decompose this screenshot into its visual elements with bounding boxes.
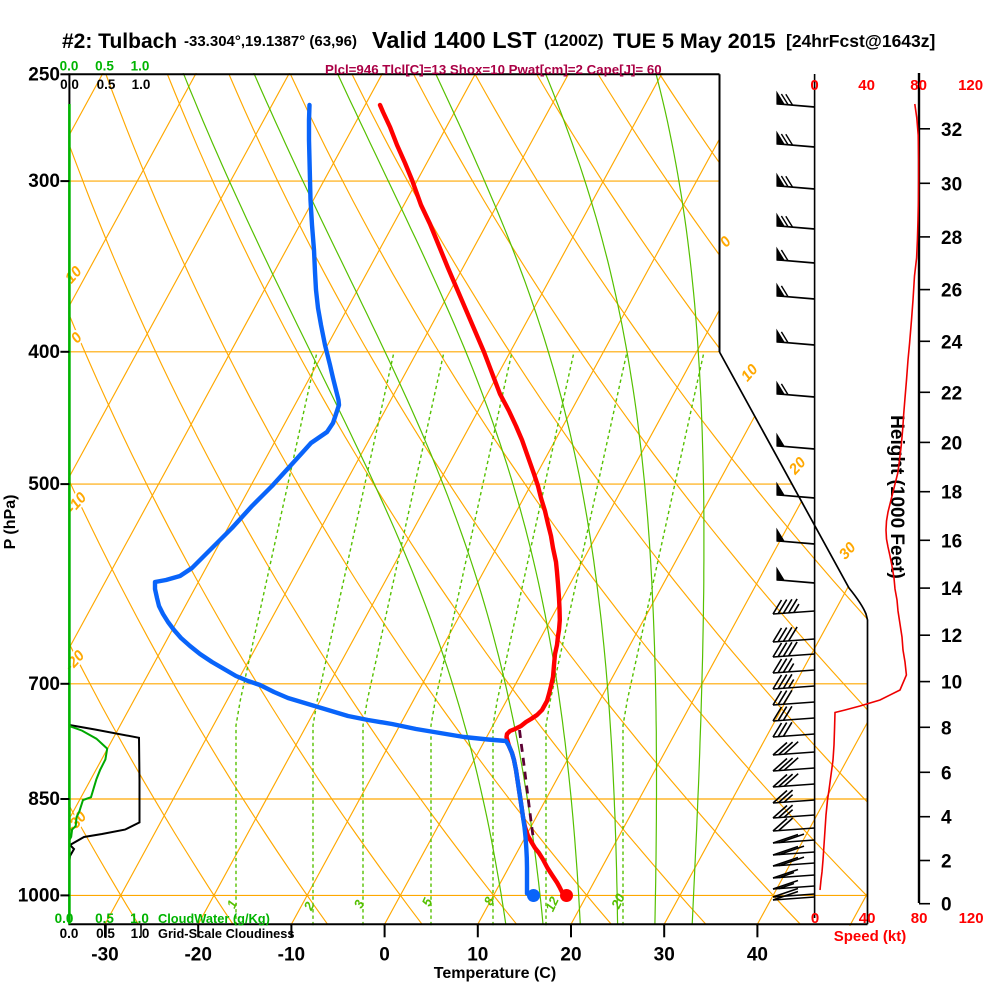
svg-text:80: 80: [911, 910, 928, 927]
svg-text:0.0: 0.0: [60, 59, 79, 74]
svg-text:Grid-Scale Cloudiness: Grid-Scale Cloudiness: [158, 926, 295, 941]
svg-text:0.5: 0.5: [95, 911, 114, 926]
svg-text:20: 20: [941, 433, 962, 454]
svg-text:40: 40: [858, 77, 875, 94]
svg-text:1.0: 1.0: [131, 926, 150, 941]
svg-text:P (hPa): P (hPa): [2, 495, 19, 550]
svg-text:-20: -20: [184, 945, 211, 966]
svg-text:8: 8: [941, 718, 952, 739]
svg-text:26: 26: [941, 281, 962, 302]
svg-text:14: 14: [941, 579, 963, 600]
svg-text:Speed (kt): Speed (kt): [834, 928, 907, 945]
svg-text:(1200Z): (1200Z): [544, 31, 604, 50]
svg-text:0: 0: [941, 895, 952, 916]
svg-text:0: 0: [810, 77, 818, 94]
svg-text:-10: -10: [278, 945, 305, 966]
svg-text:24: 24: [941, 332, 963, 353]
svg-text:40: 40: [859, 910, 876, 927]
svg-text:250: 250: [28, 64, 60, 85]
svg-text:0.0: 0.0: [60, 77, 79, 92]
svg-text:10: 10: [467, 945, 488, 966]
svg-text:0: 0: [379, 945, 390, 966]
svg-text:22: 22: [941, 383, 962, 404]
svg-text:0.5: 0.5: [97, 77, 116, 92]
svg-text:0.0: 0.0: [60, 926, 79, 941]
svg-text:[24hrFcst@1643z]: [24hrFcst@1643z]: [786, 31, 935, 51]
svg-text:28: 28: [941, 228, 962, 249]
svg-text:10: 10: [941, 673, 962, 694]
svg-text:18: 18: [941, 483, 962, 504]
svg-text:6: 6: [941, 763, 952, 784]
svg-text:#2: Tulbach: #2: Tulbach: [62, 30, 177, 53]
svg-text:500: 500: [28, 474, 60, 495]
svg-text:30: 30: [941, 174, 962, 195]
svg-text:Plcl=946 Tlcl[C]=13 Shox=10 Pw: Plcl=946 Tlcl[C]=13 Shox=10 Pwat[cm]=2 C…: [325, 62, 662, 77]
svg-text:16: 16: [941, 531, 962, 552]
svg-text:0.0: 0.0: [55, 911, 74, 926]
svg-text:400: 400: [28, 342, 60, 363]
svg-text:Valid 1400 LST: Valid 1400 LST: [372, 27, 537, 53]
svg-text:1.0: 1.0: [132, 77, 151, 92]
svg-text:2: 2: [941, 852, 952, 873]
svg-text:40: 40: [747, 945, 768, 966]
svg-text:1000: 1000: [18, 885, 60, 906]
svg-text:0.5: 0.5: [95, 59, 114, 74]
svg-text:32: 32: [941, 120, 962, 141]
svg-text:-33.304°,19.1387° (63,96): -33.304°,19.1387° (63,96): [184, 33, 357, 50]
svg-text:20: 20: [560, 945, 581, 966]
svg-text:700: 700: [28, 674, 60, 695]
svg-text:30: 30: [654, 945, 675, 966]
svg-text:4: 4: [941, 808, 952, 829]
svg-text:120: 120: [959, 910, 984, 927]
svg-text:CloudWater (g/Kg): CloudWater (g/Kg): [158, 911, 270, 926]
svg-text:120: 120: [958, 77, 983, 94]
svg-text:850: 850: [28, 789, 60, 810]
svg-text:0: 0: [811, 910, 819, 927]
svg-text:1.0: 1.0: [130, 911, 149, 926]
svg-text:Temperature (C): Temperature (C): [434, 965, 556, 982]
svg-text:1.0: 1.0: [131, 59, 150, 74]
svg-text:-30: -30: [91, 945, 118, 966]
svg-text:80: 80: [910, 77, 927, 94]
svg-text:12: 12: [941, 626, 962, 647]
svg-text:300: 300: [28, 171, 60, 192]
svg-text:TUE 5 May 2015: TUE 5 May 2015: [613, 29, 776, 53]
